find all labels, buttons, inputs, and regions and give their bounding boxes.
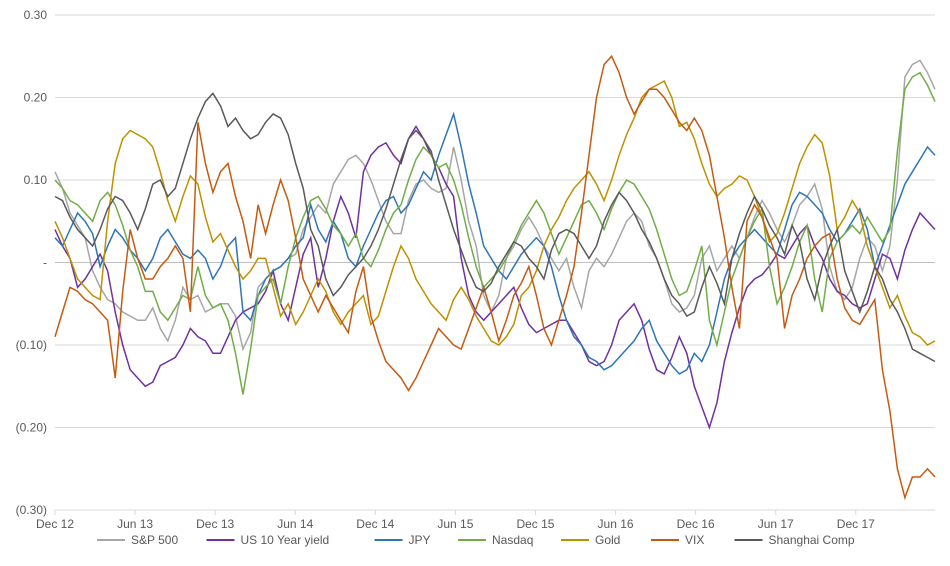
legend-label: JPY	[409, 533, 431, 547]
x-axis-tick-label: Dec 15	[516, 517, 554, 531]
y-axis-tick-label: 0.20	[24, 91, 48, 105]
legend-label: US 10 Year yield	[241, 533, 330, 547]
chart-container: (0.30) (0.20) (0.10) - 0.10 0.20 0.30 Dec 1…	[0, 0, 950, 566]
legend-label: Shanghai Comp	[769, 533, 855, 547]
y-axis-tick-label: (0.30)	[16, 503, 47, 517]
y-axis-tick-label: 0.10	[24, 173, 48, 187]
x-axis-tick-label: Dec 13	[196, 517, 234, 531]
legend-label: Nasdaq	[492, 533, 533, 547]
legend-label: VIX	[685, 533, 704, 547]
y-axis-tick-label: (0.20)	[16, 421, 47, 435]
legend-label: Gold	[595, 533, 620, 547]
x-axis-tick-label: Jun 17	[758, 517, 794, 531]
line-chart: (0.30) (0.20) (0.10) - 0.10 0.20 0.30 Dec 1…	[0, 0, 950, 566]
x-axis-tick-label: Dec 12	[36, 517, 74, 531]
y-axis-tick-label: (0.10)	[16, 338, 47, 352]
x-axis-tick-label: Jun 14	[277, 517, 313, 531]
x-axis-tick-label: Dec 17	[837, 517, 875, 531]
y-axis-tick-label: -	[43, 256, 47, 270]
x-axis-tick-label: Jun 16	[598, 517, 634, 531]
legend-label: S&P 500	[131, 533, 178, 547]
x-axis-tick-label: Jun 15	[437, 517, 473, 531]
x-axis-tick-label: Dec 16	[677, 517, 715, 531]
x-axis-tick-label: Jun 13	[117, 517, 153, 531]
y-axis-tick-label: 0.30	[24, 8, 48, 22]
x-axis-tick-label: Dec 14	[356, 517, 394, 531]
